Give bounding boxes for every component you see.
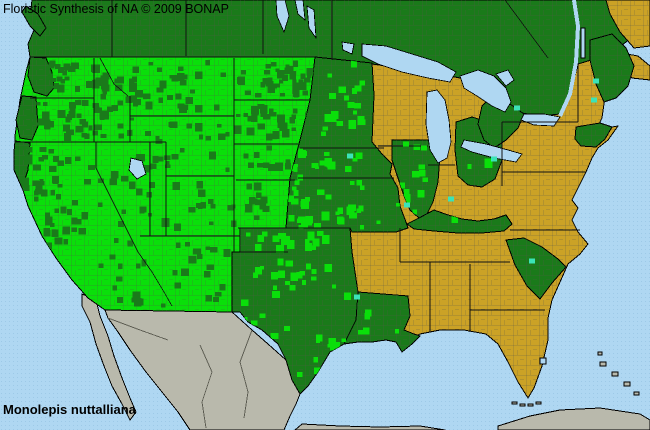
lake-superior (361, 43, 457, 83)
st-lawrence-river (558, 0, 581, 117)
cuba (497, 407, 650, 430)
lake-michigan (425, 89, 452, 164)
georgian-bay (495, 69, 515, 87)
lake-erie (460, 139, 523, 163)
great-salt-lake (128, 157, 147, 180)
lake-okeechobee (539, 357, 547, 365)
baja-peninsula (81, 293, 137, 421)
lake-huron (459, 69, 512, 113)
lake-winnipeg (275, 0, 290, 33)
lake-manitoba (294, 0, 306, 21)
bahamas (597, 351, 640, 396)
map-title: Floristic Synthesis of NA © 2009 BONAP (3, 2, 229, 16)
special-county-markers (347, 78, 599, 300)
yucatan (294, 423, 446, 430)
lake-champlain (580, 27, 586, 59)
lake-winnipegosis (306, 5, 317, 39)
islands (497, 351, 650, 430)
county-speckles (19, 60, 493, 377)
lakes (128, 0, 586, 365)
border-lines (16, 0, 586, 332)
lake-ontario (520, 113, 561, 127)
lake-of-the-woods (341, 41, 355, 55)
species-label: Monolepis nuttalliana (3, 402, 136, 417)
florida-keys (511, 401, 542, 407)
